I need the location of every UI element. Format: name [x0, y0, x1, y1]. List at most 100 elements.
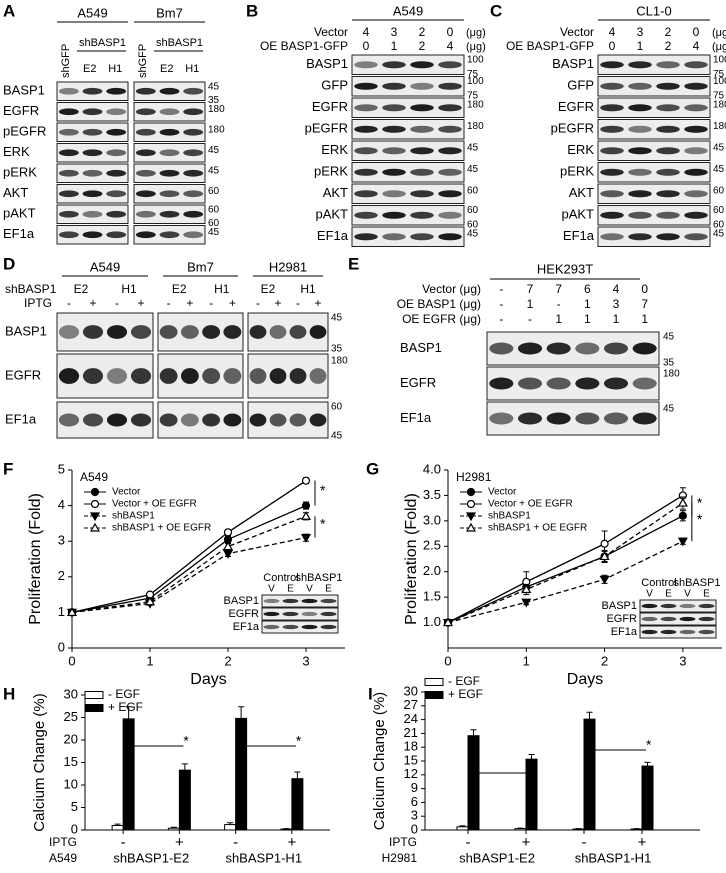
dose-value: 2 [419, 25, 426, 39]
blot-band [58, 368, 80, 384]
blot-band [309, 368, 327, 384]
blot-band [183, 210, 204, 218]
blot-band [656, 233, 680, 241]
blot-band [684, 168, 708, 176]
lane-label: E2 [74, 282, 89, 296]
row-label: pERK [560, 164, 594, 179]
x-tick-label: - [233, 834, 238, 851]
blot-band [679, 616, 696, 622]
blot-band [202, 325, 221, 339]
mw-marker: 100 [467, 76, 484, 87]
blot-band [603, 342, 629, 355]
mw-marker: 60 [208, 218, 220, 229]
inset-lane: V [684, 589, 691, 600]
blot-band [82, 368, 104, 384]
blot-band [289, 368, 307, 384]
blot-band [410, 104, 434, 112]
blot-band [58, 128, 79, 136]
mw-marker: 35 [331, 344, 343, 355]
blot-band [679, 629, 696, 635]
blot-strip [261, 620, 339, 634]
blot-band [656, 147, 680, 155]
blot-strip [597, 54, 711, 75]
mw-marker: 60 [467, 205, 479, 216]
inset-header: Control [263, 572, 298, 584]
axis-label: IPTG [389, 835, 417, 849]
lane-label: + [274, 296, 281, 310]
blot-band [698, 629, 715, 635]
row-label: EF1a [400, 410, 432, 425]
blot-band [320, 611, 337, 617]
blot-band [106, 325, 128, 339]
group-title: A549 [393, 3, 423, 18]
y-tick-label: 2.0 [423, 563, 441, 578]
y-tick-label: 4 [58, 497, 65, 512]
blot-band [546, 412, 571, 425]
marker [599, 551, 610, 561]
legend-label: Vector [112, 487, 141, 498]
blot-band [628, 61, 652, 69]
marker [465, 512, 477, 522]
inset-row-label: EGFR [228, 608, 259, 620]
marker [300, 511, 312, 520]
blot-strip [597, 119, 711, 140]
panel-label: H [3, 684, 15, 703]
y-axis-label: Calcium Change (%) [371, 692, 388, 830]
blot-band [82, 149, 103, 157]
dose-label: OE EGFR (μg) [402, 312, 481, 326]
marker [600, 539, 609, 548]
blot-band [438, 104, 462, 112]
blot-band [600, 104, 624, 112]
marker [521, 598, 532, 608]
bar [167, 827, 180, 831]
mw-marker: 180 [331, 356, 348, 367]
blot-band [632, 377, 657, 390]
blot-band [135, 190, 156, 198]
dose-unit: (μg) [712, 27, 726, 39]
marker [521, 584, 532, 594]
bar [280, 828, 293, 831]
dose-label: OE BASP1-GFP [506, 39, 594, 53]
blot-band [354, 104, 378, 112]
mw-marker: 75 [467, 69, 479, 80]
mw-marker: 180 [208, 104, 225, 115]
dose-value: 7 [555, 282, 562, 296]
row-label: EGFR [312, 99, 348, 114]
blot-band [58, 108, 79, 116]
mw-marker: 45 [208, 145, 220, 156]
y-tick-label: 0 [411, 821, 418, 836]
y-tick-label: 2 [58, 568, 65, 583]
blot-strip [597, 226, 711, 247]
legend-label: - EGF [448, 674, 480, 688]
bar [514, 828, 527, 831]
panel-label: B [246, 1, 258, 20]
blot-band [202, 413, 221, 427]
bar [525, 758, 538, 831]
significance-star: * [530, 760, 536, 776]
blot-band [183, 190, 204, 198]
dose-value: 7 [641, 297, 648, 311]
group-title: A549 [90, 259, 120, 274]
row-label: BASP1 [306, 56, 348, 71]
row-label: pEGFR [305, 121, 348, 136]
dose-value: 4 [693, 39, 700, 53]
inset-row-label: EGFR [606, 613, 637, 625]
blot-band [135, 128, 156, 136]
y-tick-label: 5 [71, 799, 78, 814]
dose-value: 0 [447, 25, 454, 39]
blot-strip [597, 97, 711, 118]
blot-band [575, 342, 600, 355]
blot-band [309, 413, 327, 427]
blot-band [684, 82, 708, 90]
error-bar [125, 706, 132, 719]
blot-band [159, 190, 180, 198]
dose-value: - [499, 282, 503, 296]
dose-label: OE BASP1 (μg) [397, 297, 481, 311]
lane-label: + [137, 296, 144, 310]
blot-band [382, 61, 406, 69]
significance-star: * [183, 733, 189, 749]
x-tick-label: - [466, 834, 471, 851]
blot-band [301, 624, 318, 630]
blot-band [354, 233, 378, 241]
